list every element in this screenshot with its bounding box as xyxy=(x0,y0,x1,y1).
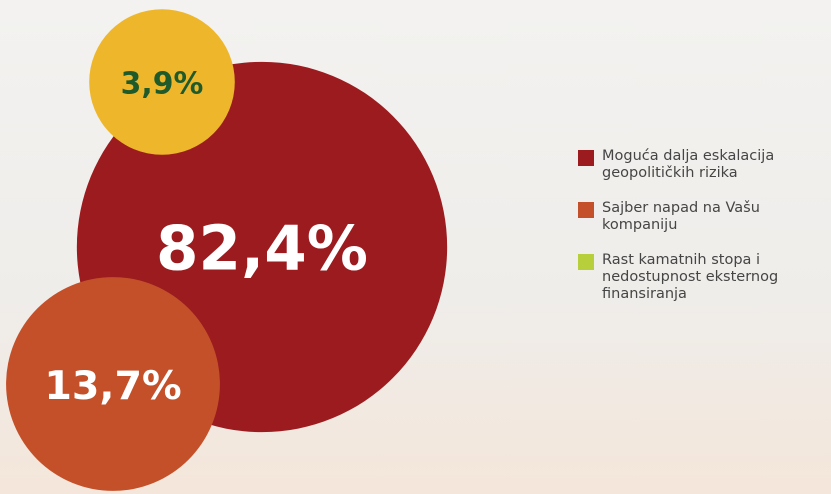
legend-item: Rast kamatnih stopa i nedostupnost ekste… xyxy=(578,252,831,303)
legend-label: Sajber napad na Vašu kompaniju xyxy=(602,200,760,233)
bubble-label: 3,9% xyxy=(121,67,204,102)
legend: Moguća dalja eskalacija geopolitičkih ri… xyxy=(578,148,831,321)
legend-item: Sajber napad na Vašu kompaniju xyxy=(578,200,831,234)
bubble-label: 13,7% xyxy=(44,363,181,409)
bubble xyxy=(6,277,220,491)
legend-label: Rast kamatnih stopa i nedostupnost ekste… xyxy=(602,252,779,302)
legend-swatch xyxy=(578,202,594,218)
legend-swatch xyxy=(578,150,594,166)
legend-item: Moguća dalja eskalacija geopolitičkih ri… xyxy=(578,148,831,182)
legend-swatch xyxy=(578,254,594,270)
legend-label: Moguća dalja eskalacija geopolitičkih ri… xyxy=(602,148,775,181)
bubble-label: 82,4% xyxy=(156,214,368,285)
bubble xyxy=(89,9,235,155)
